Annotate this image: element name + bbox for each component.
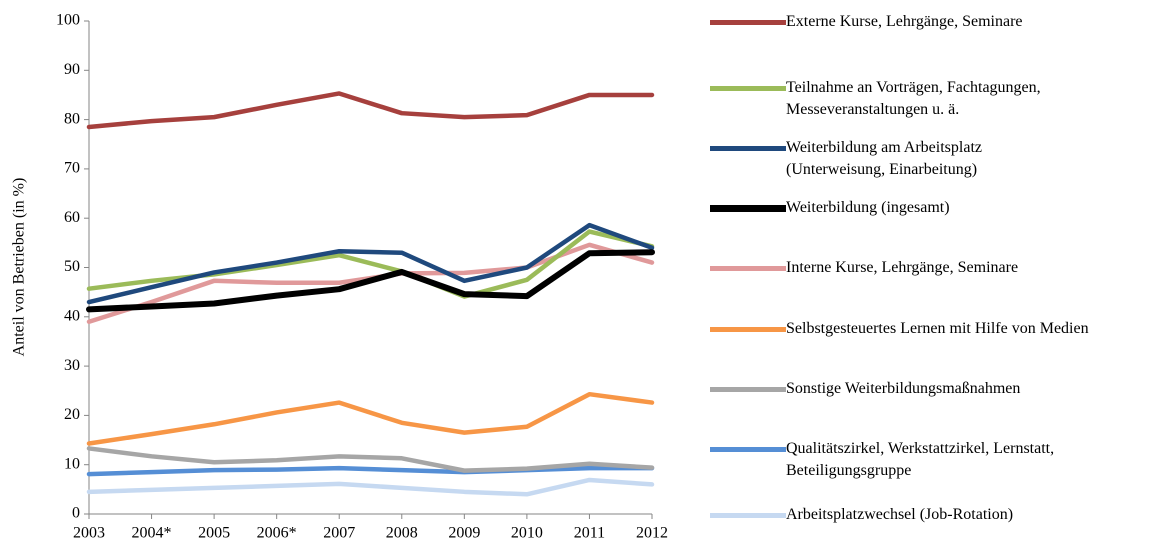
y-tick-label: 80 — [64, 110, 80, 127]
y-tick-label: 50 — [64, 258, 80, 275]
y-tick-label: 60 — [64, 209, 80, 226]
legend-item: Teilnahme an Vorträgen, Fachtagungen, Me… — [710, 77, 1157, 121]
y-tick-label: 0 — [72, 505, 80, 522]
legend-label: Qualitätszirkel, Werkstattzirkel, Lernst… — [786, 440, 1055, 479]
legend-swatch — [710, 146, 786, 151]
legend-item: Selbstgesteuertes Lernen mit Hilfe von M… — [710, 318, 1126, 340]
y-axis-label: Anteil von Betrieben (in %) — [11, 178, 28, 357]
y-tick-label: 100 — [56, 12, 80, 29]
legend-label: Interne Kurse, Lehrgänge, Seminare — [786, 259, 1019, 276]
legend-label: Arbeitsplatzwechsel (Job-Rotation) — [786, 506, 1014, 523]
x-tick-label: 2006* — [257, 525, 297, 542]
legend-label: Selbstgesteuertes Lernen mit Hilfe von M… — [786, 320, 1089, 337]
series-line — [86, 391, 655, 446]
legend-swatch — [710, 513, 786, 518]
series-line — [86, 465, 655, 477]
x-tick-label: 2012 — [636, 525, 668, 542]
legend-item: Qualitätszirkel, Werkstattzirkel, Lernst… — [710, 438, 1157, 482]
series-line — [86, 249, 655, 313]
legend-swatch — [710, 387, 786, 392]
legend-swatch — [710, 205, 786, 212]
legend-label: Sonstige Weiterbildungsmaßnahmen — [786, 380, 1021, 397]
legend-item: Interne Kurse, Lehrgänge, Seminare — [710, 257, 1157, 279]
x-tick-label: 2008 — [386, 525, 418, 542]
series-line — [86, 446, 655, 473]
x-tick-label: 2007 — [323, 525, 355, 542]
x-tick-label: 2010 — [511, 525, 543, 542]
legend-swatch — [710, 266, 786, 271]
x-tick-label: 2004* — [132, 525, 172, 542]
y-tick-label: 20 — [64, 406, 80, 423]
series-line — [86, 477, 655, 497]
y-tick-label: 10 — [64, 455, 80, 472]
legend-item: Weiterbildung (ingesamt) — [710, 197, 1157, 219]
legend-label: Teilnahme an Vorträgen, Fachtagungen, Me… — [786, 79, 1041, 118]
legend-item: Weiterbildung am Arbeitsplatz (Unterweis… — [710, 137, 1036, 181]
x-tick-label: 2005 — [198, 525, 230, 542]
y-tick-label: 90 — [64, 61, 80, 78]
legend-swatch — [710, 86, 786, 91]
legend-label: Weiterbildung (ingesamt) — [786, 199, 950, 216]
x-tick-label: 2011 — [574, 525, 605, 542]
legend-swatch — [710, 447, 786, 452]
y-tick-label: 70 — [64, 160, 80, 177]
series-line — [86, 91, 655, 130]
legend-label: Externe Kurse, Lehrgänge, Seminare — [786, 13, 1023, 30]
legend-item: Externe Kurse, Lehrgänge, Seminare — [710, 11, 1157, 33]
x-tick-label: 2009 — [448, 525, 480, 542]
series-line — [86, 222, 655, 305]
legend-item: Arbeitsplatzwechsel (Job-Rotation) — [710, 504, 1157, 526]
legend-swatch — [710, 327, 786, 332]
legend-swatch — [710, 20, 786, 25]
x-tick-label: 2003 — [73, 525, 105, 542]
legend-item: Sonstige Weiterbildungsmaßnahmen — [710, 378, 1157, 400]
y-tick-label: 40 — [64, 307, 80, 324]
legend-label: Weiterbildung am Arbeitsplatz (Unterweis… — [786, 139, 982, 178]
y-tick-label: 30 — [64, 357, 80, 374]
